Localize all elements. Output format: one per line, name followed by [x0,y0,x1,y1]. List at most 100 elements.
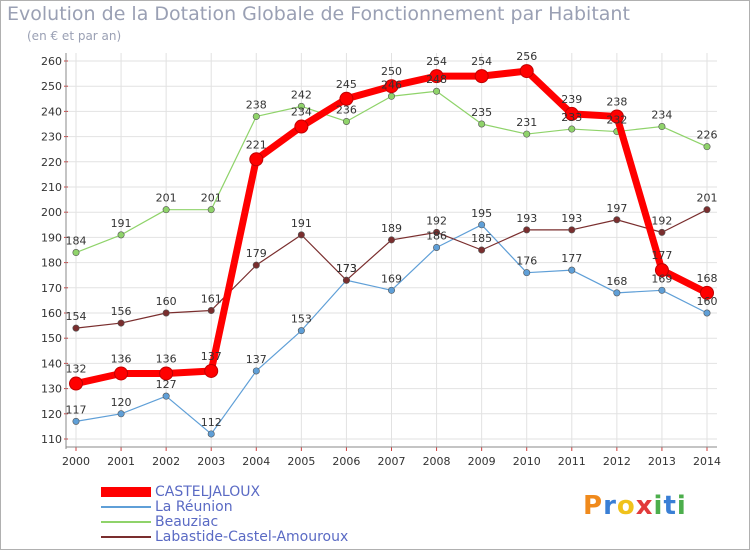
data-point [658,123,666,131]
data-point [654,263,669,278]
data-label: 137 [201,350,222,363]
data-point [294,119,309,134]
data-label: 176 [516,255,537,268]
data-point [564,106,579,121]
data-label: 201 [697,192,718,205]
data-point [700,285,714,300]
data-point [384,79,399,94]
data-label: 173 [336,262,357,275]
data-point [252,261,260,269]
data-point [658,286,666,294]
data-point [609,109,624,124]
data-label: 192 [426,214,447,227]
data-point [252,367,260,375]
chart-subtitle: (en € et par an) [27,29,122,43]
data-label: 231 [516,116,537,129]
data-point [478,246,486,254]
data-label: 235 [471,106,492,119]
data-label: 242 [291,88,312,101]
data-point [114,366,129,381]
x-tick-label: 2011 [558,455,586,468]
logo-letter: P [583,491,604,521]
x-tick-label: 2001 [107,455,135,468]
x-tick-label: 2009 [468,455,496,468]
legend-label: La Réunion [155,499,233,515]
logo-letter: i [653,491,664,521]
data-point [703,206,711,214]
data-point [342,117,350,125]
y-tick-label: 140 [41,357,62,370]
x-tick-label: 2010 [513,455,541,468]
data-label: 161 [201,292,222,305]
data-label: 137 [246,353,267,366]
logo-letter: t [663,491,677,521]
data-point [478,221,486,229]
data-point [204,363,219,378]
data-point [703,143,711,151]
legend-item-beauziac: Beauziac [101,515,348,530]
data-point [523,130,531,138]
x-tick-label: 2008 [423,455,451,468]
x-tick-label: 2007 [378,455,406,468]
data-label: 221 [246,138,267,151]
x-tick-label: 2006 [332,455,360,468]
data-label: 195 [471,207,492,220]
data-label: 156 [111,305,132,318]
legend-label: Labastide-Castel-Amouroux [155,529,349,545]
data-point [658,228,666,236]
data-label: 193 [561,212,582,225]
logo-letter: x [635,491,654,521]
x-tick-label: 2004 [242,455,270,468]
data-point [568,226,576,234]
logo-letter: i [676,491,687,521]
proxiti-logo: Proxiti [583,491,687,521]
data-point [297,327,305,335]
x-tick-label: 2014 [693,455,721,468]
data-point [249,152,264,167]
data-point [162,206,170,214]
data-label: 239 [561,93,582,106]
legend: CASTELJALOUX La Réunion Beauziac Labasti… [101,485,348,545]
x-tick-label: 2002 [152,455,180,468]
data-label: 245 [336,78,357,91]
data-label: 153 [291,313,312,326]
y-tick-label: 250 [41,80,62,93]
data-point [252,112,260,120]
data-point [523,226,531,234]
data-point [207,206,215,214]
data-point [568,266,576,274]
y-tick-label: 190 [41,231,62,244]
data-label: 160 [156,295,177,308]
data-point [387,236,395,244]
data-point [342,276,350,284]
data-point [72,417,80,425]
data-label: 238 [606,95,627,108]
y-tick-label: 210 [41,181,62,194]
data-label: 177 [651,249,672,262]
data-label: 120 [111,396,132,409]
data-label: 254 [471,55,492,68]
data-label: 238 [246,98,267,111]
data-label: 234 [291,106,312,119]
data-point [429,69,444,84]
data-label: 192 [651,214,672,227]
logo-letter: r [603,491,617,521]
data-label: 127 [156,378,177,391]
data-label: 132 [66,363,87,376]
data-point [568,125,576,133]
data-label: 168 [697,272,718,285]
data-label: 112 [201,416,222,429]
data-point [387,92,395,100]
y-tick-label: 130 [41,383,62,396]
data-label: 254 [426,55,447,68]
y-tick-label: 120 [41,408,62,421]
data-point [387,286,395,294]
data-label: 154 [66,310,87,323]
data-label: 136 [156,352,177,365]
data-point [519,64,534,79]
data-label: 169 [381,272,402,285]
data-point [117,410,125,418]
data-label: 177 [561,252,582,265]
x-tick-label: 2003 [197,455,225,468]
